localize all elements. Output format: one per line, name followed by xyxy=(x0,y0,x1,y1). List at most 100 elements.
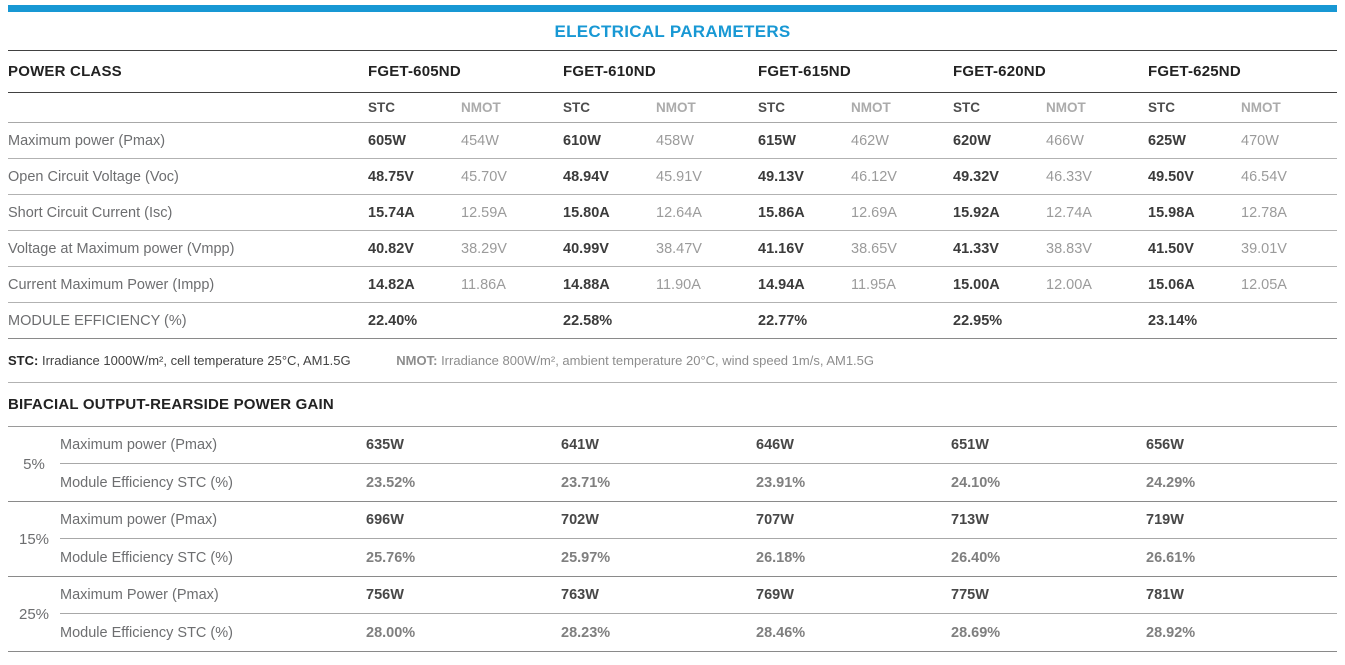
param-label: Maximum power (Pmax) xyxy=(60,437,218,453)
nmot-value: 454W xyxy=(461,132,499,149)
stc-value: 15.00A xyxy=(953,276,1000,293)
pmax-value: 781W xyxy=(1146,587,1184,603)
stc-value: 605W xyxy=(368,132,406,149)
stc-value: 22.40% xyxy=(368,312,418,329)
param-label: Maximum power (Pmax) xyxy=(8,132,166,149)
stc-header: STC xyxy=(953,100,980,115)
stc-value: 22.58% xyxy=(563,312,613,329)
stc-value: 49.13V xyxy=(758,168,804,185)
table-row-isc: Short Circuit Current (Isc) 15.74A 12.59… xyxy=(8,195,1337,231)
efficiency-value: 25.76% xyxy=(366,549,416,566)
conditions-footnote: STC: Irradiance 1000W/m², cell temperatu… xyxy=(8,339,1337,383)
stc-value: 15.92A xyxy=(953,204,1000,221)
stc-value: 22.95% xyxy=(953,312,1003,329)
nmot-value: 38.47V xyxy=(656,240,702,257)
bifacial-section-heading: BIFACIAL OUTPUT-REARSIDE POWER GAIN xyxy=(8,383,1337,427)
stc-value: 625W xyxy=(1148,132,1186,149)
param-label: Module Efficiency STC (%) xyxy=(60,549,233,566)
efficiency-value: 28.00% xyxy=(366,624,416,641)
nmot-definition-term: NMOT: xyxy=(396,353,438,368)
efficiency-value: 28.92% xyxy=(1146,624,1196,641)
stc-definition-text: Irradiance 1000W/m², cell temperature 25… xyxy=(41,353,351,368)
stc-value: 620W xyxy=(953,132,991,149)
nmot-value: 46.33V xyxy=(1046,168,1092,185)
model-header-610: FGET-610ND xyxy=(563,63,656,80)
efficiency-value: 26.61% xyxy=(1146,549,1196,566)
bifacial-group-rows: Maximum power (Pmax) 635W 641W 646W 651W… xyxy=(60,427,1337,501)
param-label: MODULE EFFICIENCY (%) xyxy=(8,312,187,329)
stc-value: 41.16V xyxy=(758,240,804,257)
stc-value: 610W xyxy=(563,132,601,149)
nmot-value: 46.54V xyxy=(1241,168,1287,185)
stc-header: STC xyxy=(563,100,590,115)
efficiency-value: 24.10% xyxy=(951,474,1001,491)
stc-value: 15.06A xyxy=(1148,276,1195,293)
stc-value: 49.50V xyxy=(1148,168,1194,185)
table-header-row: POWER CLASS FGET-605ND FGET-610ND FGET-6… xyxy=(8,51,1337,93)
pmax-value: 702W xyxy=(561,512,599,528)
nmot-value: 45.70V xyxy=(461,168,507,185)
nmot-value: 12.64A xyxy=(656,204,702,221)
stc-value: 22.77% xyxy=(758,312,808,329)
stc-value: 14.88A xyxy=(563,276,610,293)
param-label: Current Maximum Power (Impp) xyxy=(8,276,215,293)
power-class-header: POWER CLASS xyxy=(8,63,122,80)
pmax-value: 641W xyxy=(561,437,599,453)
bifacial-group-5: 5% Maximum power (Pmax) 635W 641W 646W 6… xyxy=(8,427,1337,502)
nmot-value: 12.59A xyxy=(461,204,507,221)
stc-value: 15.80A xyxy=(563,204,610,221)
bifacial-table: 5% Maximum power (Pmax) 635W 641W 646W 6… xyxy=(8,427,1337,652)
stc-value: 14.94A xyxy=(758,276,805,293)
table-row-pmax: Maximum power (Pmax) 605W 454W 610W 458W… xyxy=(8,123,1337,159)
efficiency-value: 25.97% xyxy=(561,549,611,566)
nmot-header: NMOT xyxy=(461,100,501,115)
stc-value: 14.82A xyxy=(368,276,415,293)
table-row-impp: Current Maximum Power (Impp) 14.82A 11.8… xyxy=(8,267,1337,303)
pmax-value: 763W xyxy=(561,587,599,603)
nmot-value: 11.86A xyxy=(461,276,506,293)
stc-value: 41.50V xyxy=(1148,240,1194,257)
nmot-header: NMOT xyxy=(851,100,891,115)
bifacial-group-15: 15% Maximum power (Pmax) 696W 702W 707W … xyxy=(8,502,1337,577)
nmot-value: 12.69A xyxy=(851,204,897,221)
stc-value: 48.75V xyxy=(368,168,414,185)
stc-value: 23.14% xyxy=(1148,312,1198,329)
param-label: Module Efficiency STC (%) xyxy=(60,624,233,641)
table-row-module-efficiency: MODULE EFFICIENCY (%) 22.40% 22.58% 22.7… xyxy=(8,303,1337,339)
nmot-value: 38.65V xyxy=(851,240,897,257)
stc-value: 15.86A xyxy=(758,204,805,221)
param-label: Maximum power (Pmax) xyxy=(60,512,218,528)
nmot-value: 11.90A xyxy=(656,276,701,293)
pmax-value: 651W xyxy=(951,437,989,453)
stc-value: 15.74A xyxy=(368,204,415,221)
bifacial-row-efficiency: Module Efficiency STC (%) 28.00% 28.23% … xyxy=(60,614,1337,651)
efficiency-value: 23.52% xyxy=(366,474,416,491)
bifacial-row-efficiency: Module Efficiency STC (%) 23.52% 23.71% … xyxy=(60,464,1337,501)
condition-header-row: STC NMOT STC NMOT STC NMOT STC NMOT STC … xyxy=(8,93,1337,123)
gain-label: 25% xyxy=(18,605,50,623)
nmot-value: 12.74A xyxy=(1046,204,1092,221)
bifacial-row-pmax: Maximum Power (Pmax) 756W 763W 769W 775W… xyxy=(60,577,1337,614)
stc-value: 48.94V xyxy=(563,168,609,185)
stc-value: 40.99V xyxy=(563,240,609,257)
stc-definition-term: STC: xyxy=(8,353,39,368)
param-label: Short Circuit Current (Isc) xyxy=(8,204,173,221)
nmot-value: 462W xyxy=(851,132,889,149)
stc-value: 615W xyxy=(758,132,796,149)
table-row-voc: Open Circuit Voltage (Voc) 48.75V 45.70V… xyxy=(8,159,1337,195)
pmax-value: 656W xyxy=(1146,437,1184,453)
pmax-value: 756W xyxy=(366,587,404,603)
model-header-620: FGET-620ND xyxy=(953,63,1046,80)
model-header-615: FGET-615ND xyxy=(758,63,851,80)
pmax-value: 696W xyxy=(366,512,404,528)
efficiency-value: 28.23% xyxy=(561,624,611,641)
stc-header: STC xyxy=(758,100,785,115)
stc-header: STC xyxy=(368,100,395,115)
nmot-value: 45.91V xyxy=(656,168,702,185)
model-header-605: FGET-605ND xyxy=(368,63,461,80)
stc-value: 15.98A xyxy=(1148,204,1195,221)
electrical-parameters-table: POWER CLASS FGET-605ND FGET-610ND FGET-6… xyxy=(8,51,1337,339)
stc-value: 40.82V xyxy=(368,240,414,257)
pmax-value: 635W xyxy=(366,437,404,453)
gain-label: 15% xyxy=(18,530,50,548)
